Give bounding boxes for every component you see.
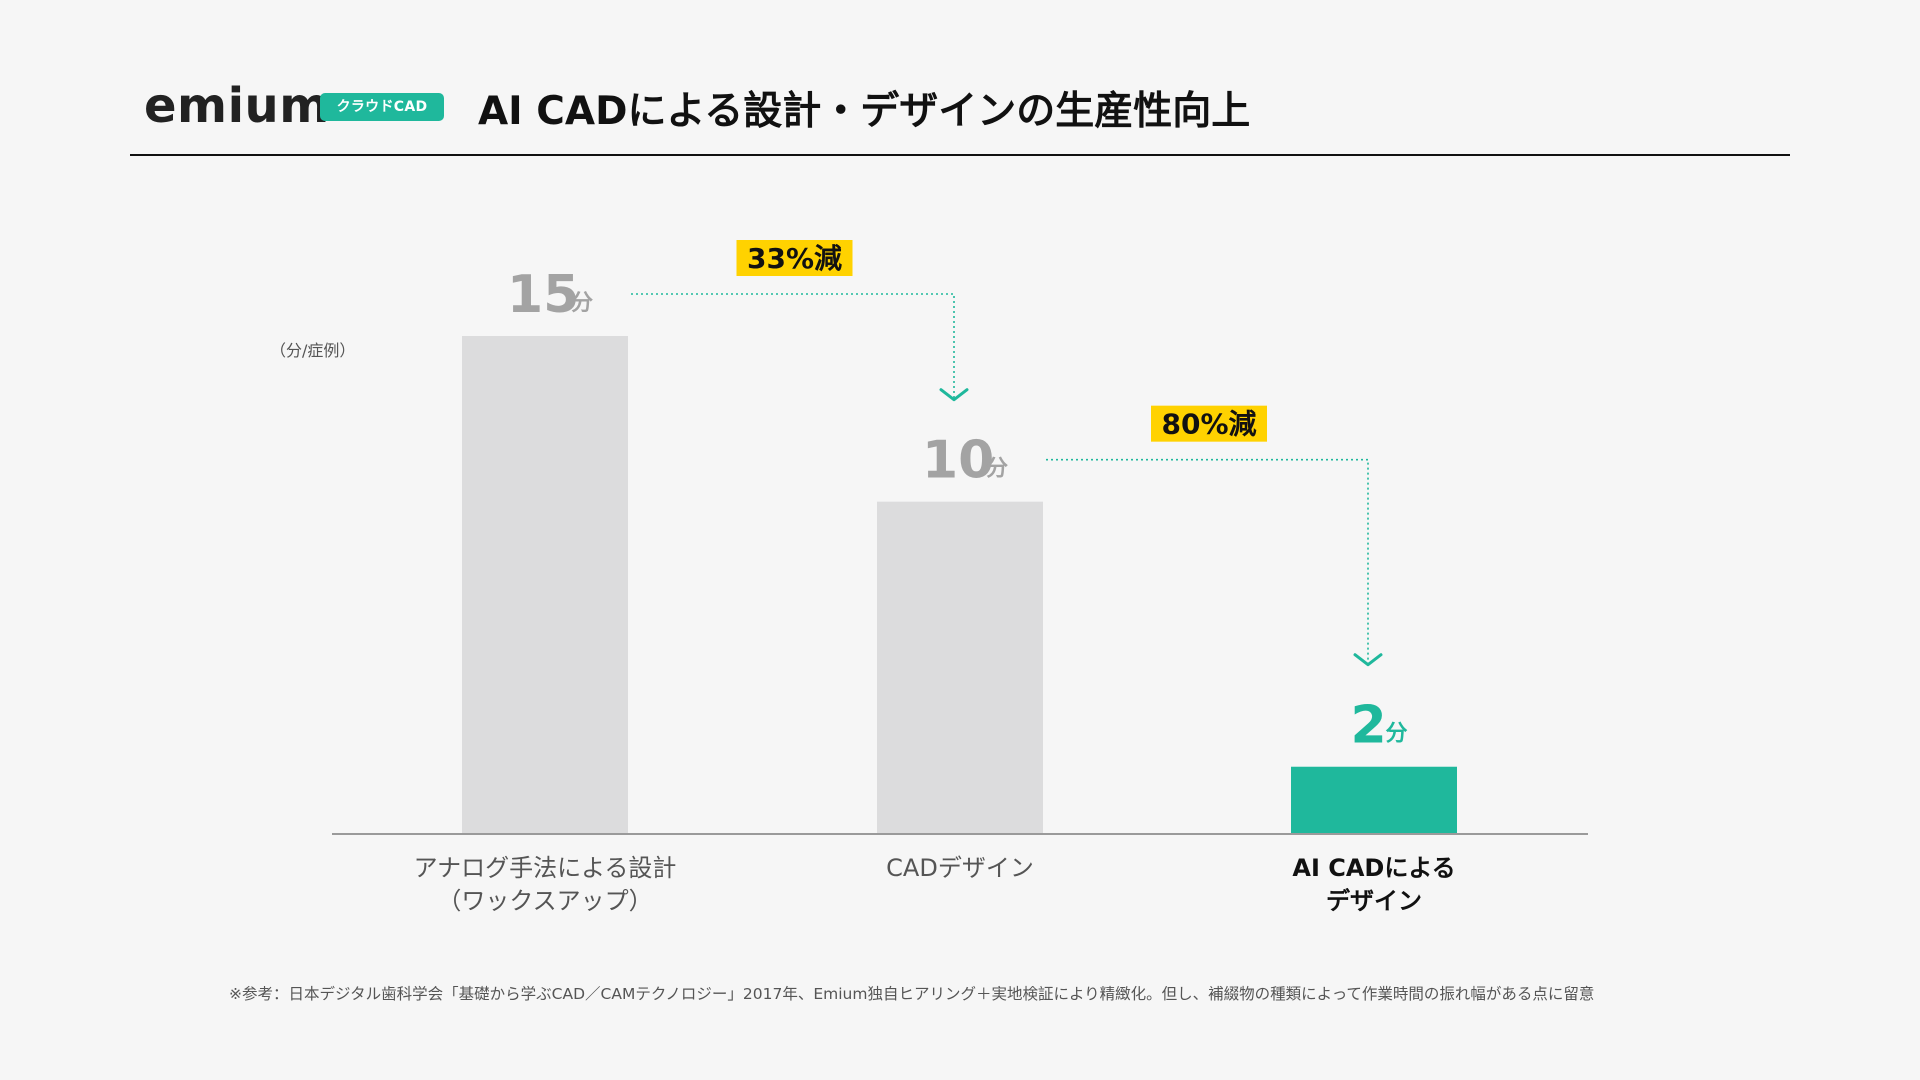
value-unit-label-0: 分 — [571, 291, 593, 316]
emium-logo: emium — [144, 78, 330, 134]
category-label-2-0: AI CADによる — [1292, 854, 1455, 882]
bar-1 — [877, 501, 1043, 833]
value-unit-label-1: 分 — [986, 457, 1008, 482]
page-title: AI CADによる設計・デザインの生産性向上 — [478, 89, 1251, 134]
value-label-2: 2 — [1351, 696, 1387, 756]
reduction-badge-label-0: 33%減 — [747, 242, 842, 275]
reduction-badge-1 — [1151, 405, 1267, 442]
bar-0 — [462, 336, 628, 833]
header-divider — [130, 154, 1790, 156]
reduction-badge-label-1: 80%減 — [1161, 408, 1256, 441]
category-label-2-1: デザイン — [1326, 887, 1422, 915]
value-label-0: 15 — [507, 265, 579, 325]
category-label-1-0: CADデザイン — [886, 854, 1034, 882]
reduction-connector-0 — [631, 293, 955, 400]
cloud-cad-badge: クラウドCAD — [320, 93, 444, 121]
footnote: ※参考：日本デジタル歯科学会「基礎から学ぶCAD／CAMテクノロジー」2017年… — [229, 985, 1595, 1003]
reduction-arrowhead-1 — [1353, 653, 1383, 667]
reduction-connector-1 — [1046, 458, 1369, 665]
y-axis-unit-label: （分/症例） — [270, 341, 355, 360]
category-label-0-1: （ワックスアップ） — [437, 887, 652, 915]
header: emium クラウドCAD AI CADによる設計・デザインの生産性向上 — [130, 70, 1790, 156]
category-label-0-0: アナログ手法による設計 — [414, 854, 677, 882]
value-label-1: 10 — [922, 431, 994, 491]
reduction-badge-0 — [736, 240, 853, 276]
reduction-arrowhead-0 — [939, 388, 969, 402]
value-unit-label-2: 分 — [1386, 722, 1408, 747]
bar-2 — [1291, 766, 1457, 833]
